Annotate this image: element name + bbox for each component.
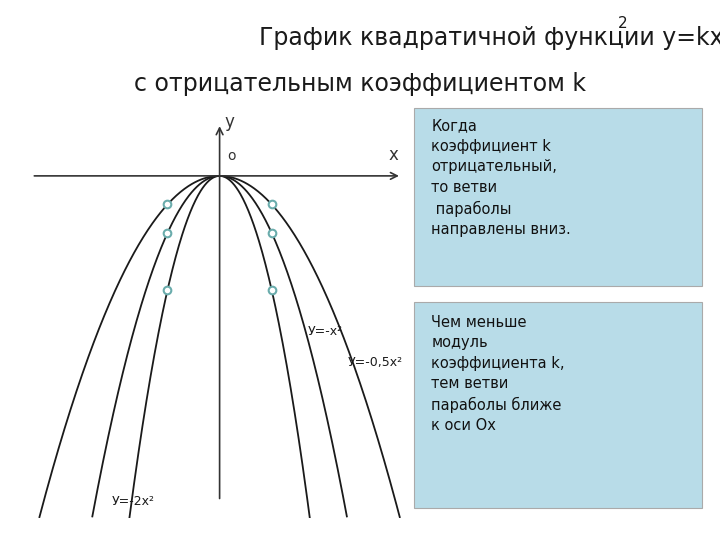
Text: с отрицательным коэффициентом k: с отрицательным коэффициентом k bbox=[134, 72, 586, 96]
FancyBboxPatch shape bbox=[414, 302, 702, 508]
Text: о: о bbox=[227, 149, 235, 163]
Text: У=-2х²: У=-2х² bbox=[112, 495, 155, 508]
FancyBboxPatch shape bbox=[414, 108, 702, 286]
Text: x: x bbox=[389, 146, 399, 164]
Text: Когда
коэффициент k
отрицательный,
то ветви
 параболы
направлены вниз.: Когда коэффициент k отрицательный, то ве… bbox=[431, 119, 571, 238]
Text: График квадратичной функции y=kx: График квадратичной функции y=kx bbox=[259, 26, 720, 50]
Text: Чем меньше
модуль
коэффициента k,
тем ветви
параболы ближе
к оси Ох: Чем меньше модуль коэффициента k, тем ве… bbox=[431, 315, 564, 434]
Text: y: y bbox=[224, 113, 234, 131]
Text: У=-0,5x²: У=-0,5x² bbox=[347, 356, 402, 369]
Text: 2: 2 bbox=[618, 16, 627, 31]
Text: У=-х²: У=-х² bbox=[308, 325, 343, 338]
